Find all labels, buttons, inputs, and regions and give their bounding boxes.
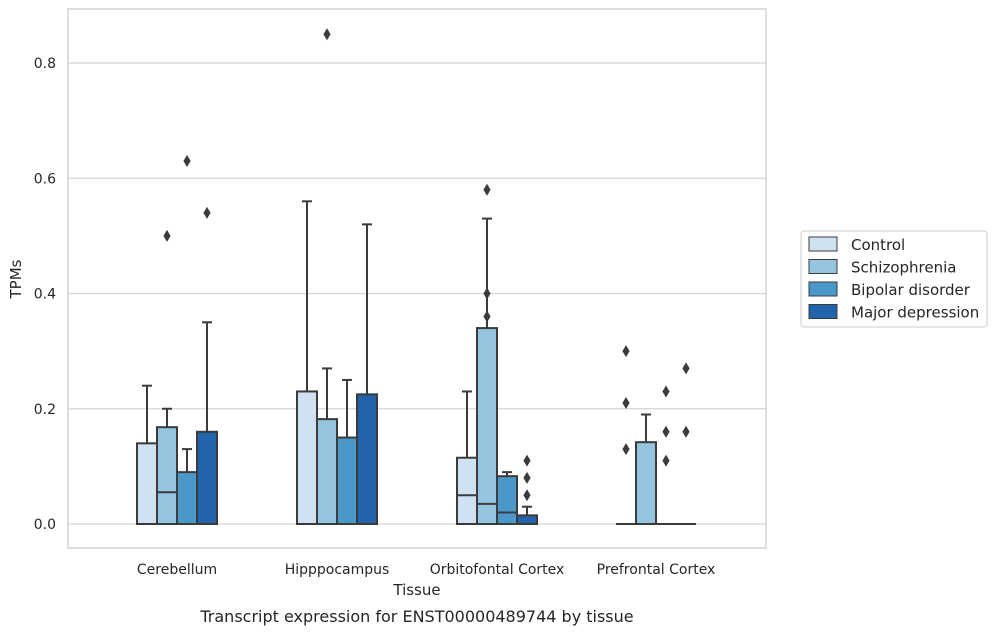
legend-label: Major depression xyxy=(851,304,979,322)
box-major-depression xyxy=(676,362,696,525)
box-schizophrenia xyxy=(156,229,178,525)
box-schizophrenia xyxy=(316,28,338,525)
box-body xyxy=(316,418,338,525)
legend-swatch xyxy=(808,259,838,274)
legend-swatch xyxy=(808,304,838,319)
box-control xyxy=(456,390,478,526)
box-major-depression xyxy=(516,454,538,526)
outlier-point xyxy=(662,454,670,467)
box-control xyxy=(616,345,636,525)
legend-frame xyxy=(800,230,988,328)
box-control xyxy=(296,200,318,525)
box-bipolar-disorder xyxy=(336,378,358,525)
legend-swatch xyxy=(808,281,838,297)
outlier-point xyxy=(483,287,491,300)
box-body xyxy=(176,471,198,526)
box-body xyxy=(516,514,538,526)
chart-caption: Transcript expression for ENST0000048974… xyxy=(199,607,633,626)
box-body xyxy=(156,426,178,525)
y-axis-title: TPMs xyxy=(7,259,25,299)
box-layer xyxy=(136,28,696,526)
box-schizophrenia xyxy=(476,183,498,526)
y-tick-label: 0.4 xyxy=(34,287,56,303)
box-body xyxy=(196,430,218,525)
box-body xyxy=(356,393,378,525)
box-body xyxy=(136,442,158,526)
outlier-point xyxy=(622,345,630,358)
outlier-point xyxy=(523,454,531,467)
x-tick-label: Cerebellum xyxy=(137,562,217,578)
y-tick-label: 0.2 xyxy=(34,402,56,418)
box-body xyxy=(635,441,657,525)
box-bipolar-disorder xyxy=(496,471,518,526)
box-bipolar-disorder xyxy=(656,385,676,525)
x-tick-label: Orbitofontal Cortex xyxy=(430,562,565,578)
outlier-point xyxy=(682,425,690,438)
y-tick-label: 0.8 xyxy=(34,56,56,72)
y-tick-labels: 0.0 0.2 0.4 0.6 0.8 xyxy=(34,56,56,533)
y-tick-label: 0.0 xyxy=(34,517,56,533)
outlier-point xyxy=(483,183,491,196)
legend-label: Bipolar disorder xyxy=(851,281,971,299)
outlier-point xyxy=(483,310,491,323)
x-tick-labels: Cerebellum Hipppocampus Orbitofontal Corte… xyxy=(137,562,715,578)
outlier-point xyxy=(662,385,670,398)
box-body xyxy=(456,456,478,526)
outlier-point xyxy=(523,471,531,484)
box-schizophrenia xyxy=(635,413,657,525)
box-bipolar-disorder xyxy=(176,154,198,526)
box-body xyxy=(336,436,358,525)
box-body xyxy=(496,475,518,526)
outlier-point xyxy=(323,28,331,41)
legend-label: Schizophrenia xyxy=(851,259,956,277)
outlier-point xyxy=(183,154,191,167)
box-body xyxy=(476,327,498,526)
legend: Control Schizophrenia Bipolar disorder Majo… xyxy=(800,230,988,328)
x-axis-title: Tissue xyxy=(392,581,440,599)
box-control xyxy=(136,384,158,526)
box-body xyxy=(296,390,318,525)
outlier-point xyxy=(662,425,670,438)
outlier-point xyxy=(622,443,630,456)
x-tick-label: Hipppocampus xyxy=(285,562,390,578)
outlier-point xyxy=(203,206,211,219)
outlier-point xyxy=(682,362,690,375)
legend-label: Control xyxy=(851,236,905,254)
plot-frame xyxy=(67,8,767,549)
outlier-point xyxy=(622,396,630,409)
y-tick-label: 0.6 xyxy=(34,171,56,187)
x-tick-label: Prefrontal Cortex xyxy=(597,562,716,578)
outlier-point xyxy=(523,489,531,502)
legend-swatch xyxy=(808,236,838,252)
box-major-depression xyxy=(196,206,218,525)
box-major-depression xyxy=(356,223,378,525)
outlier-point xyxy=(163,229,171,242)
